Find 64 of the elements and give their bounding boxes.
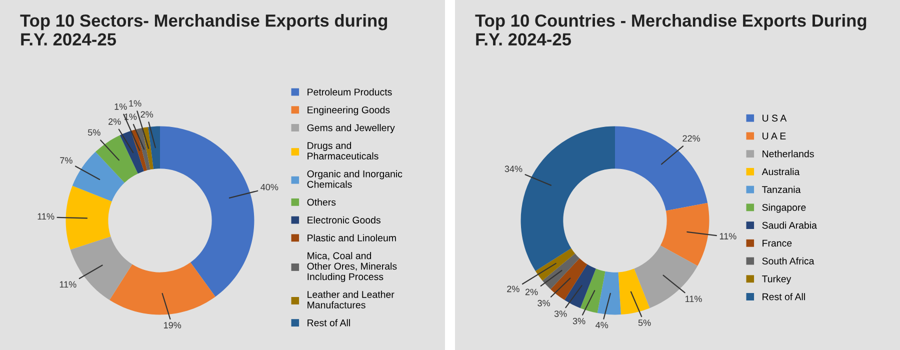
data-label: 7% bbox=[60, 157, 72, 164]
donut-slice bbox=[520, 126, 615, 271]
data-label: 5% bbox=[638, 320, 651, 326]
data-label: 3% bbox=[538, 300, 550, 306]
data-label: 11% bbox=[38, 213, 54, 220]
data-label: 3% bbox=[572, 318, 586, 324]
data-label: 2% bbox=[525, 288, 538, 296]
legend-label: Drugs and Pharmaceuticals bbox=[308, 142, 378, 160]
data-label: 2% bbox=[507, 286, 520, 292]
legend-label: Organic and Inorganic Chemicals bbox=[307, 170, 402, 188]
donut-slice bbox=[660, 202, 710, 266]
data-label: 3% bbox=[554, 310, 567, 317]
legend-label: Turkey bbox=[762, 275, 792, 284]
legend-label: South Africa bbox=[762, 257, 814, 264]
data-label: 11% bbox=[720, 233, 736, 240]
data-label: 1% bbox=[124, 114, 137, 120]
legend-label: Petroleum Products bbox=[308, 88, 392, 96]
donut-slice bbox=[618, 268, 650, 315]
data-label: 2% bbox=[108, 118, 121, 125]
legend-label: Tanzania bbox=[762, 186, 801, 194]
donut-slice bbox=[542, 254, 580, 290]
legend-label: France bbox=[762, 240, 792, 247]
legend-label: Others bbox=[307, 198, 336, 206]
donut-slice bbox=[550, 258, 588, 300]
legend-label: Engineering Goods bbox=[308, 106, 390, 116]
donut-slice bbox=[148, 126, 160, 170]
donut-slice bbox=[136, 128, 150, 170]
legend-label: U S A bbox=[762, 114, 787, 122]
legend-label: Rest of All bbox=[308, 319, 350, 326]
donut-slice bbox=[95, 135, 138, 183]
donut-slice bbox=[615, 126, 708, 211]
legend-label: U A E bbox=[762, 132, 786, 140]
data-label: 34% bbox=[504, 166, 522, 172]
legend-label: Gems and Jewellery bbox=[307, 124, 395, 134]
data-label: 1% bbox=[129, 100, 142, 107]
legend-label: Plastic and Linoleum bbox=[308, 234, 396, 242]
legend-label: Netherlands bbox=[762, 150, 814, 158]
data-label: 4% bbox=[596, 322, 608, 328]
legend-label: Mica, Coal and Other Ores, Minerals Including Process bbox=[307, 252, 397, 282]
donut-slice bbox=[535, 248, 576, 281]
legend-label: Rest of All bbox=[762, 293, 805, 300]
legend-label: Singapore bbox=[762, 204, 806, 213]
donut-slice bbox=[120, 130, 144, 174]
legend-label: Australia bbox=[762, 168, 800, 176]
donut-slice bbox=[564, 264, 596, 308]
data-label: 1% bbox=[114, 103, 127, 110]
donut-slice bbox=[66, 186, 112, 250]
legend-label: Leather and Leather Manufactures bbox=[308, 290, 394, 308]
donut-slice bbox=[580, 268, 606, 314]
donut-slice bbox=[110, 262, 216, 315]
data-label: 40% bbox=[260, 184, 278, 190]
data-label: 2% bbox=[140, 111, 154, 118]
chart-title: Top 10 Sectors- Merchandise Exports during F.Y. 2024-25 bbox=[20, 14, 388, 46]
chart-title: Top 10 Countries - Merchandise Exports During F.Y. 2024-25 bbox=[475, 14, 866, 46]
donut-slice bbox=[72, 152, 125, 202]
legend-label: Electronic Goods bbox=[308, 216, 380, 224]
data-label: 22% bbox=[682, 135, 700, 142]
donut-slice bbox=[597, 271, 621, 315]
donut-slice bbox=[160, 126, 254, 297]
legend-label: Saudi Arabia bbox=[762, 222, 817, 229]
data-label: 19% bbox=[164, 322, 182, 328]
data-label: 5% bbox=[88, 129, 100, 136]
data-label: 11% bbox=[60, 281, 76, 288]
data-label: 11% bbox=[685, 296, 702, 302]
